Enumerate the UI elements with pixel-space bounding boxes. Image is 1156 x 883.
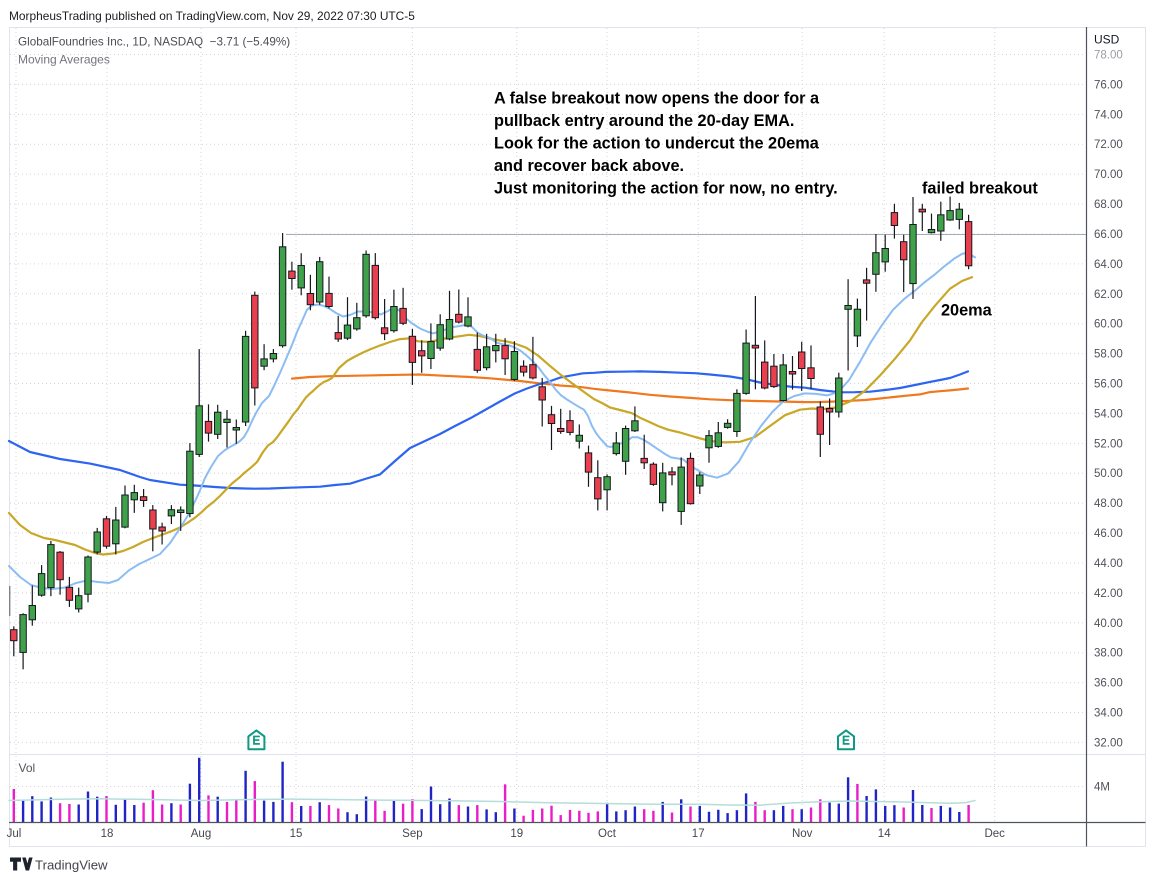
svg-text:Dec: Dec <box>984 828 1005 840</box>
svg-text:15: 15 <box>290 828 303 840</box>
svg-text:74.00: 74.00 <box>1094 109 1123 121</box>
svg-text:32.00: 32.00 <box>1094 737 1123 749</box>
svg-text:Vol: Vol <box>19 761 36 775</box>
svg-text:66.00: 66.00 <box>1094 229 1123 241</box>
svg-text:56.00: 56.00 <box>1094 379 1123 391</box>
svg-text:Just monitoring the action for: Just monitoring the action for now, no e… <box>494 180 838 198</box>
svg-text:62.00: 62.00 <box>1094 289 1123 301</box>
svg-text:46.00: 46.00 <box>1094 528 1123 540</box>
svg-text:Look for the action to undercu: Look for the action to undercut the 20em… <box>494 135 820 153</box>
svg-text:68.00: 68.00 <box>1094 199 1123 211</box>
svg-text:Aug: Aug <box>191 828 211 840</box>
svg-text:A false breakout now opens the: A false breakout now opens the door for … <box>494 90 820 108</box>
svg-text:38.00: 38.00 <box>1094 648 1123 660</box>
svg-text:50.00: 50.00 <box>1094 468 1123 480</box>
svg-text:64.00: 64.00 <box>1094 259 1123 271</box>
svg-text:52.00: 52.00 <box>1094 438 1123 450</box>
svg-text:MorpheusTrading published on T: MorpheusTrading published on TradingView… <box>9 9 415 23</box>
svg-text:Nov: Nov <box>792 828 813 840</box>
svg-text:USD: USD <box>1094 33 1120 47</box>
svg-text:36.00: 36.00 <box>1094 678 1123 690</box>
svg-text:Jul: Jul <box>7 828 22 840</box>
svg-text:34.00: 34.00 <box>1094 708 1123 720</box>
svg-text:20ema: 20ema <box>941 302 993 320</box>
svg-text:14: 14 <box>878 828 891 840</box>
svg-text:44.00: 44.00 <box>1094 558 1123 570</box>
svg-text:and recover back above.: and recover back above. <box>494 157 684 175</box>
svg-text:54.00: 54.00 <box>1094 408 1123 420</box>
svg-text:18: 18 <box>101 828 114 840</box>
svg-text:60.00: 60.00 <box>1094 319 1123 331</box>
svg-text:76.00: 76.00 <box>1094 79 1123 91</box>
svg-text:17: 17 <box>692 828 705 840</box>
svg-text:42.00: 42.00 <box>1094 588 1123 600</box>
svg-text:TradingView: TradingView <box>35 858 108 873</box>
svg-text:40.00: 40.00 <box>1094 618 1123 630</box>
svg-text:failed breakout: failed breakout <box>922 179 1038 197</box>
svg-text:pullback entry around the 20-d: pullback entry around the 20-day EMA. <box>494 112 794 130</box>
svg-text:Moving Averages: Moving Averages <box>18 53 110 67</box>
svg-text:58.00: 58.00 <box>1094 349 1123 361</box>
svg-text:Sep: Sep <box>402 828 422 840</box>
svg-text:19: 19 <box>510 828 523 840</box>
svg-text:48.00: 48.00 <box>1094 498 1123 510</box>
svg-text:78.00: 78.00 <box>1094 50 1123 62</box>
svg-text:72.00: 72.00 <box>1094 139 1123 151</box>
svg-text:70.00: 70.00 <box>1094 169 1123 181</box>
svg-text:Oct: Oct <box>598 828 617 840</box>
svg-text:GlobalFoundries Inc., 1D, NASD: GlobalFoundries Inc., 1D, NASDAQ −3.71 (… <box>18 36 290 49</box>
svg-text:4M: 4M <box>1094 782 1110 794</box>
